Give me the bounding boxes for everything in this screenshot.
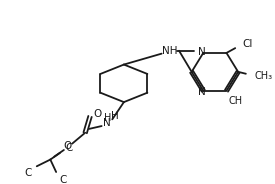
Text: N: N — [199, 87, 206, 97]
Text: H: H — [104, 113, 111, 123]
Text: NH: NH — [162, 46, 177, 56]
Text: CH: CH — [229, 96, 243, 107]
Text: C: C — [24, 168, 32, 178]
Text: N: N — [199, 47, 206, 57]
Text: C: C — [65, 143, 72, 153]
Text: Cl: Cl — [242, 39, 252, 49]
Text: C: C — [59, 175, 67, 184]
Text: O: O — [94, 109, 102, 119]
Text: H: H — [111, 111, 119, 121]
Text: N: N — [103, 118, 110, 128]
Text: O: O — [64, 141, 72, 151]
Text: CH₃: CH₃ — [255, 71, 273, 81]
